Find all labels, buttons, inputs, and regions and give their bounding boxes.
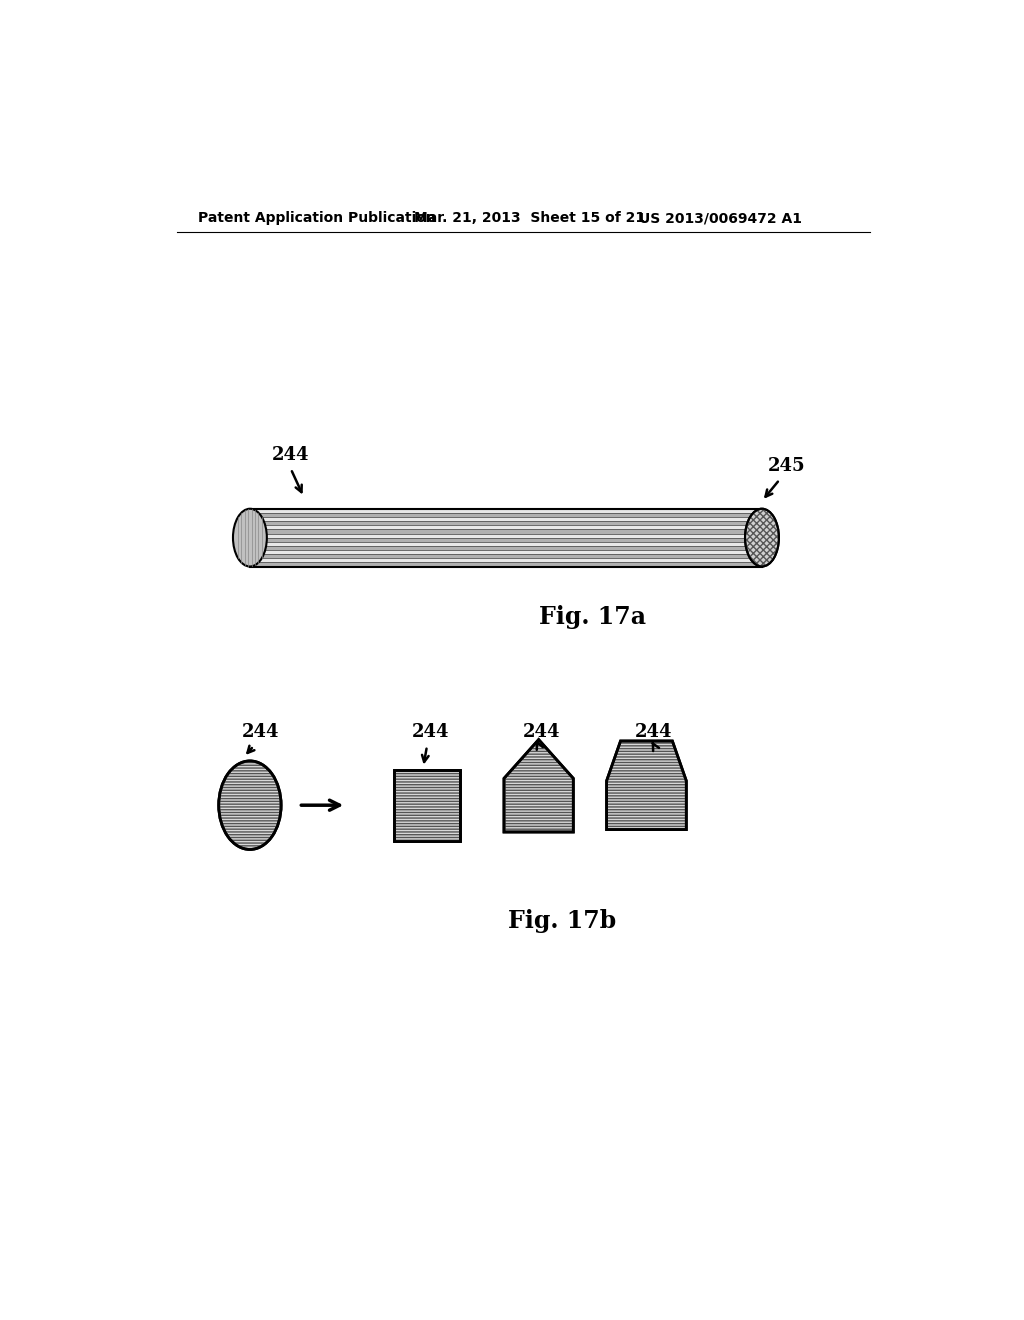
Polygon shape <box>504 739 573 832</box>
Bar <box>250 537 762 541</box>
Text: 244: 244 <box>271 446 309 463</box>
Polygon shape <box>606 741 686 829</box>
Bar <box>250 558 762 562</box>
Text: 244: 244 <box>243 723 280 741</box>
Bar <box>250 550 762 554</box>
Text: Mar. 21, 2013  Sheet 15 of 21: Mar. 21, 2013 Sheet 15 of 21 <box>414 211 645 226</box>
Text: Fig. 17b: Fig. 17b <box>508 908 615 933</box>
Bar <box>250 508 762 513</box>
Text: 244: 244 <box>412 723 450 741</box>
Text: 245: 245 <box>768 458 806 475</box>
Bar <box>250 513 762 517</box>
Bar <box>394 770 460 841</box>
Text: US 2013/0069472 A1: US 2013/0069472 A1 <box>639 211 802 226</box>
Bar <box>394 770 460 841</box>
Bar <box>250 521 762 525</box>
Ellipse shape <box>219 760 282 850</box>
Bar <box>250 517 762 521</box>
Bar <box>250 546 762 550</box>
Bar <box>250 562 762 566</box>
Bar <box>394 770 460 841</box>
Bar <box>250 529 762 533</box>
Ellipse shape <box>233 508 267 566</box>
Ellipse shape <box>745 508 779 566</box>
Bar <box>250 541 762 546</box>
Text: 244: 244 <box>523 723 561 741</box>
Bar <box>250 533 762 537</box>
Text: 244: 244 <box>635 723 673 741</box>
Text: Fig. 17a: Fig. 17a <box>539 605 646 628</box>
Bar <box>250 525 762 529</box>
Bar <box>250 554 762 558</box>
Text: Patent Application Publication: Patent Application Publication <box>199 211 436 226</box>
